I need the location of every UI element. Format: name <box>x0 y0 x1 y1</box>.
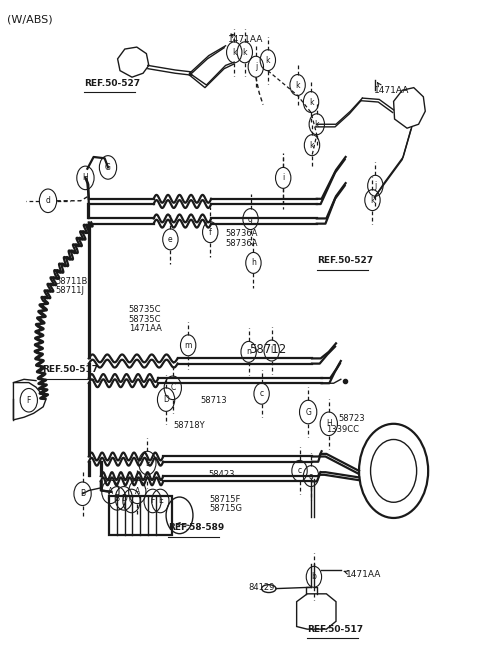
Text: l: l <box>271 346 273 355</box>
Text: E: E <box>158 496 163 506</box>
Text: d: d <box>46 196 50 205</box>
Text: H: H <box>326 419 332 428</box>
Text: REF.50-527: REF.50-527 <box>84 78 140 88</box>
Text: (W/ABS): (W/ABS) <box>7 14 53 24</box>
Text: 58736A: 58736A <box>226 239 258 248</box>
Text: D: D <box>121 494 127 503</box>
Text: 58715G: 58715G <box>210 504 243 513</box>
Text: 1471AA: 1471AA <box>374 86 410 95</box>
Text: B: B <box>115 494 120 503</box>
Text: k: k <box>310 141 314 150</box>
Text: E: E <box>145 458 150 468</box>
Text: k: k <box>242 48 247 57</box>
Text: REF.50-527: REF.50-527 <box>317 256 373 266</box>
Text: h: h <box>251 258 256 267</box>
Text: C: C <box>129 496 134 506</box>
Text: k: k <box>370 196 375 205</box>
Text: n: n <box>246 347 251 356</box>
Text: a: a <box>309 472 313 481</box>
Text: REF.50-517: REF.50-517 <box>307 625 363 634</box>
Text: k: k <box>314 120 319 129</box>
Text: B: B <box>80 489 85 498</box>
Text: A: A <box>108 487 113 496</box>
Text: e: e <box>168 235 173 244</box>
Text: 1471AA: 1471AA <box>129 324 161 333</box>
Text: k: k <box>295 80 300 90</box>
Text: c: c <box>298 466 301 475</box>
Text: 58735C: 58735C <box>129 305 161 315</box>
Text: F: F <box>150 496 155 506</box>
Text: 58718Y: 58718Y <box>174 421 205 430</box>
Text: REF.50-517: REF.50-517 <box>42 365 98 374</box>
Text: 58711B: 58711B <box>55 277 87 286</box>
Text: H: H <box>83 173 88 182</box>
Text: C: C <box>170 383 175 392</box>
Text: j: j <box>255 62 257 71</box>
Text: j: j <box>374 181 376 190</box>
Text: D: D <box>163 395 169 404</box>
Text: 58423: 58423 <box>209 470 235 479</box>
Text: 58736A: 58736A <box>226 229 258 238</box>
Text: m: m <box>184 341 192 350</box>
Text: G: G <box>105 163 111 172</box>
Text: k: k <box>265 56 270 65</box>
Text: 84129: 84129 <box>249 583 275 592</box>
Text: REF.58-589: REF.58-589 <box>168 523 224 532</box>
Text: 1471AA: 1471AA <box>346 570 381 579</box>
Text: c: c <box>260 389 264 398</box>
Text: f: f <box>209 228 212 237</box>
Text: k: k <box>309 97 313 107</box>
Text: i: i <box>282 173 284 182</box>
Text: 58715F: 58715F <box>210 494 241 504</box>
Text: 58735C: 58735C <box>129 315 161 324</box>
Text: g: g <box>248 215 253 224</box>
Text: k: k <box>232 48 237 57</box>
Text: G: G <box>305 407 311 417</box>
Text: 1471AA: 1471AA <box>228 35 264 44</box>
Text: 58712: 58712 <box>250 343 287 356</box>
Text: 58723: 58723 <box>338 414 364 423</box>
Text: 58711J: 58711J <box>55 286 84 295</box>
Text: A: A <box>135 487 140 496</box>
Text: F: F <box>26 396 31 405</box>
Text: b: b <box>312 572 316 581</box>
Text: 1339CC: 1339CC <box>326 424 360 434</box>
Text: 58713: 58713 <box>201 396 227 405</box>
